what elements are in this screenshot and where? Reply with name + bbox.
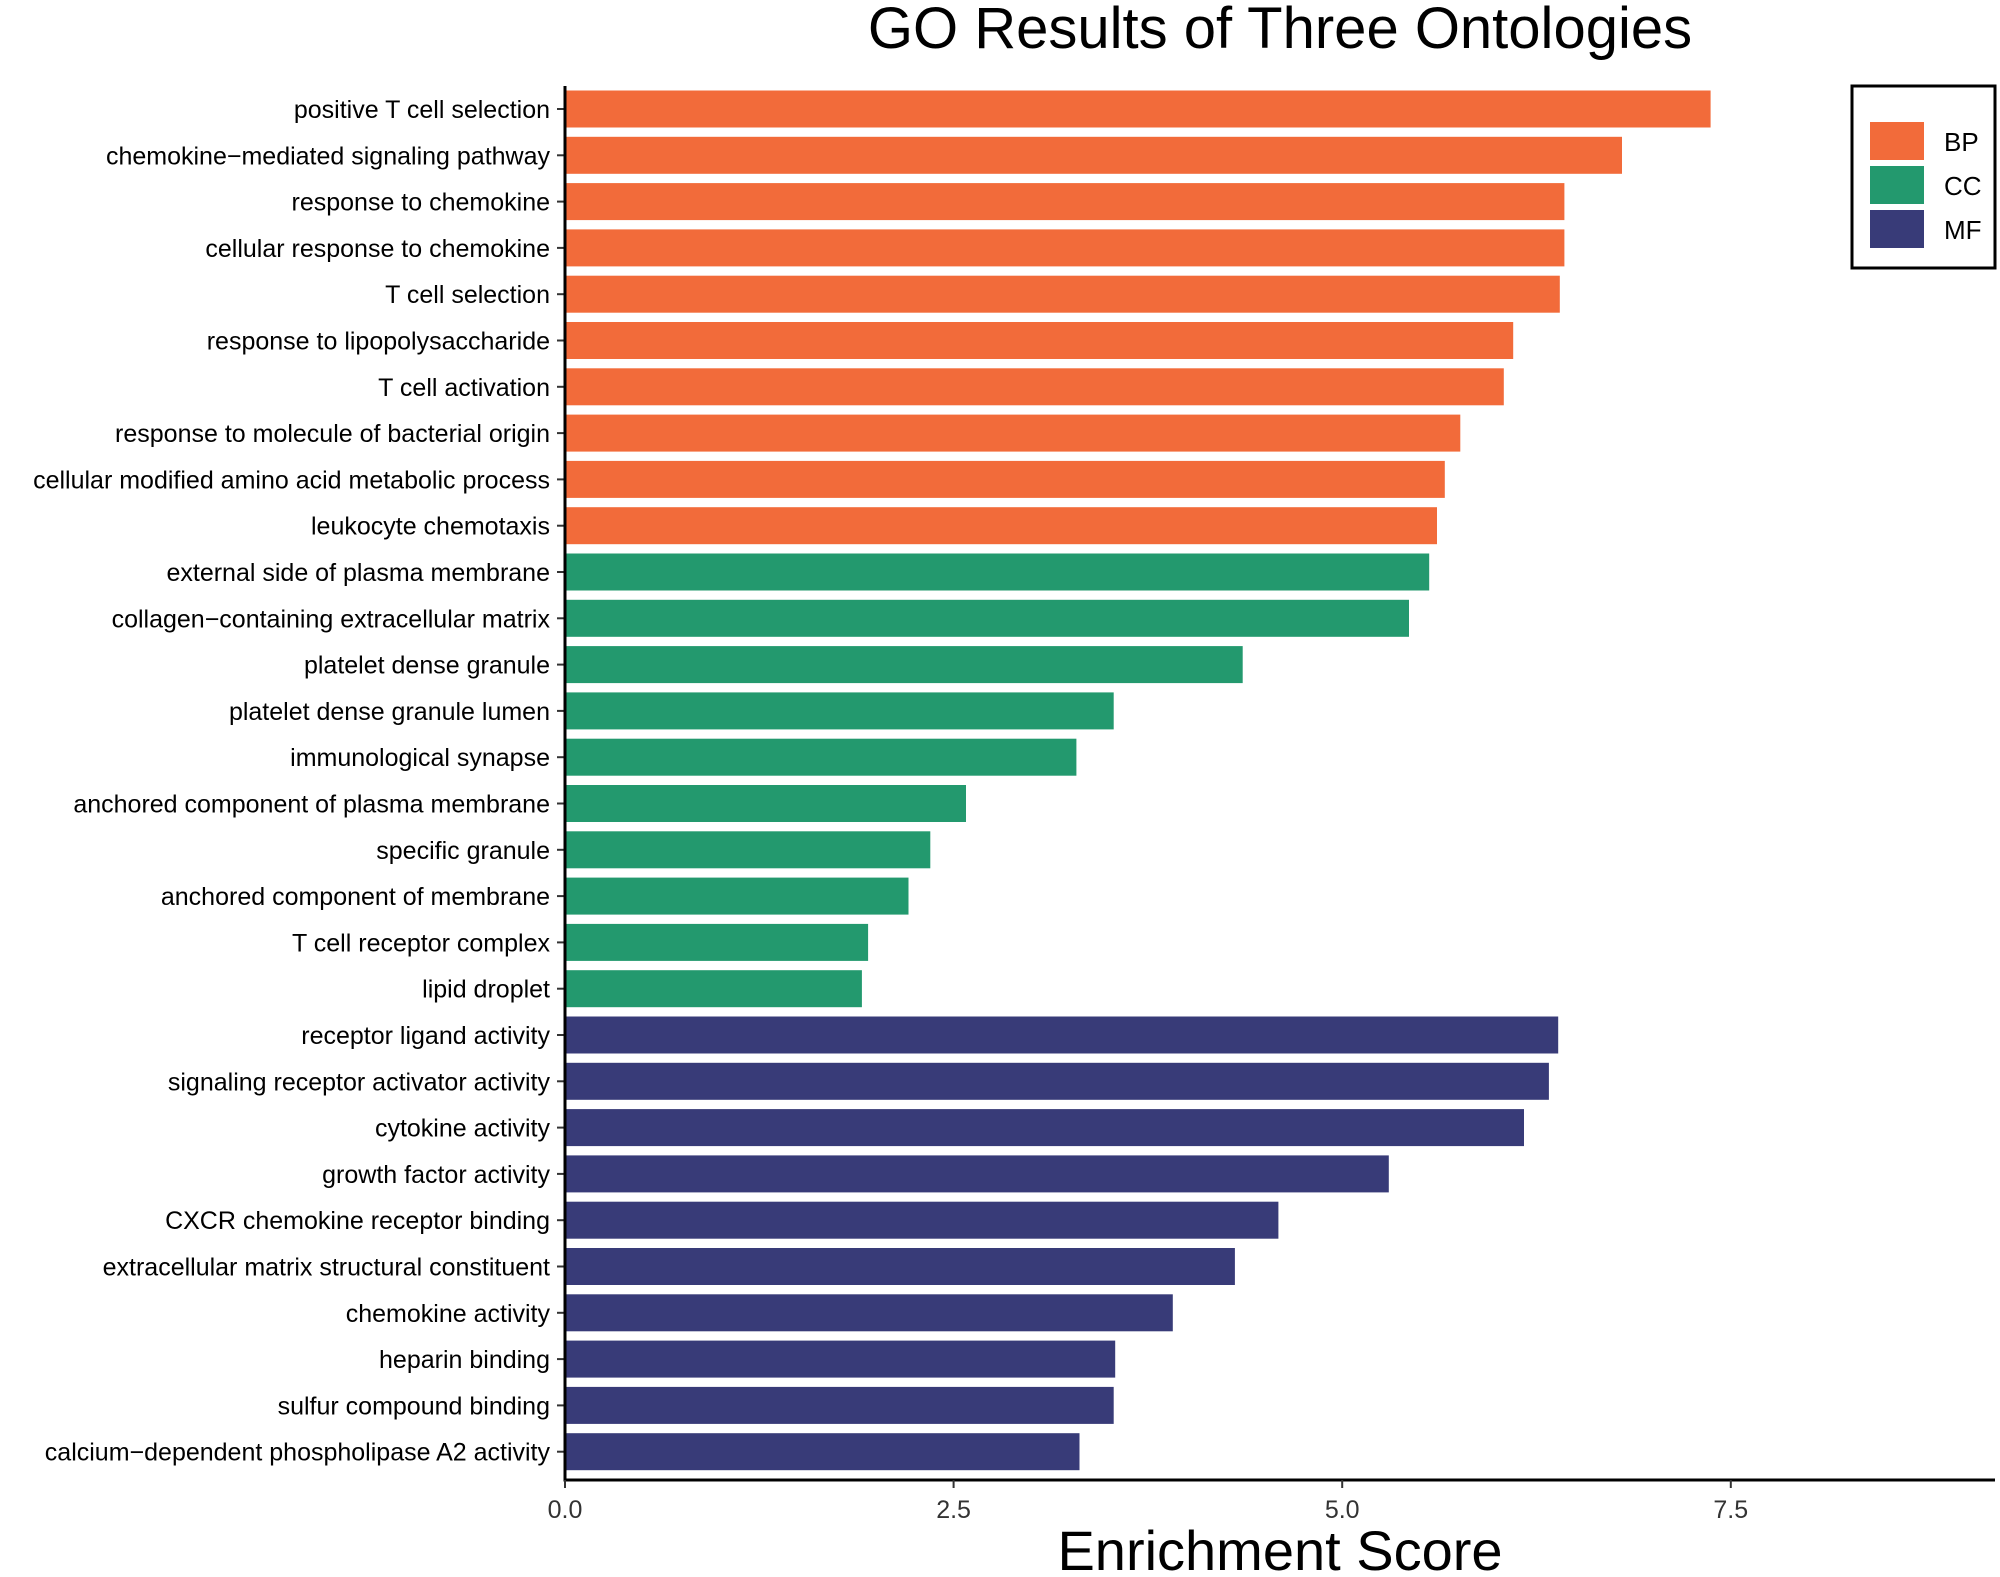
bar [565,692,1114,730]
category-label: sulfur compound binding [278,1392,550,1420]
category-label: cellular modified amino acid metabolic p… [33,466,550,494]
category-label: specific granule [376,837,550,865]
legend-key-mf [1870,210,1924,248]
category-label: T cell activation [378,374,550,402]
category-label: T cell receptor complex [292,929,550,957]
category-label: positive T cell selection [294,96,550,124]
bar [565,1109,1524,1147]
legend-items: BP CC MF [1870,122,1982,248]
legend-key-cc [1870,166,1924,204]
bar [565,599,1409,637]
bar [565,831,931,869]
legend-label-mf: MF [1944,215,1982,245]
bar [565,646,1243,684]
bar [565,136,1622,174]
bar [565,1386,1114,1424]
bar [565,1155,1389,1193]
category-label: CXCR chemokine receptor binding [165,1207,550,1235]
bar [565,1201,1279,1239]
category-labels: positive T cell selection chemokine−media… [33,96,550,1467]
category-label: extracellular matrix structural constitu… [103,1254,550,1282]
category-label: external side of plasma membrane [166,559,550,587]
category-label: receptor ligand activity [301,1022,550,1050]
bar [565,275,1560,313]
category-label: growth factor activity [322,1161,550,1189]
bar [565,1016,1559,1054]
category-label: leukocyte chemotaxis [311,513,550,541]
category-label: response to chemokine [292,189,550,217]
x-axis-title: Enrichment Score [1057,1519,1502,1577]
bar [565,877,909,915]
category-label: immunological synapse [290,744,550,772]
category-label: response to lipopolysaccharide [207,328,550,356]
x-tick-label: 2.5 [936,1496,971,1524]
bar [565,414,1461,452]
legend: BP CC MF [1850,84,1997,270]
legend-label-bp: BP [1944,127,1979,157]
category-label: chemokine−mediated signaling pathway [106,142,551,170]
bar [565,1340,1116,1378]
category-label: cytokine activity [375,1115,551,1143]
bar [565,553,1430,591]
bar [565,368,1504,406]
category-label: cellular response to chemokine [205,235,550,263]
category-label: response to molecule of bacterial origin [115,420,550,448]
bar [565,785,966,822]
category-label: collagen−containing extracellular matrix [112,605,551,633]
category-label: platelet dense granule lumen [229,698,550,726]
category-label: lipid droplet [422,976,550,1004]
chart-title: GO Results of Three Ontologies [868,0,1692,61]
bar [565,970,862,1008]
bar [565,1294,1173,1332]
bar [565,923,869,961]
bar [565,460,1445,498]
x-axis-ticks: 0.0 2.5 5.0 7.5 [548,1480,1748,1524]
bar [565,507,1437,545]
bar [565,738,1077,776]
bar [565,183,1565,221]
category-label: anchored component of membrane [161,883,550,911]
bar [565,90,1711,128]
category-label: signaling receptor activator activity [168,1068,551,1096]
category-label: anchored component of plasma membrane [73,791,550,819]
category-label: calcium−dependent phospholipase A2 activ… [45,1439,551,1467]
bar [565,1433,1080,1471]
category-label: chemokine activity [346,1300,551,1328]
bar [565,229,1565,267]
legend-key-bp [1870,122,1924,160]
legend-label-cc: CC [1944,171,1982,201]
x-tick-label: 7.5 [1713,1496,1748,1524]
bar [565,322,1514,359]
x-tick-label: 0.0 [548,1496,583,1524]
bar [565,1062,1549,1100]
category-label: T cell selection [385,281,550,309]
x-tick-label: 5.0 [1325,1496,1360,1524]
category-label: heparin binding [379,1346,550,1374]
bars-layer [565,90,1711,1471]
bar [565,1248,1235,1285]
category-label: platelet dense granule [304,652,550,680]
